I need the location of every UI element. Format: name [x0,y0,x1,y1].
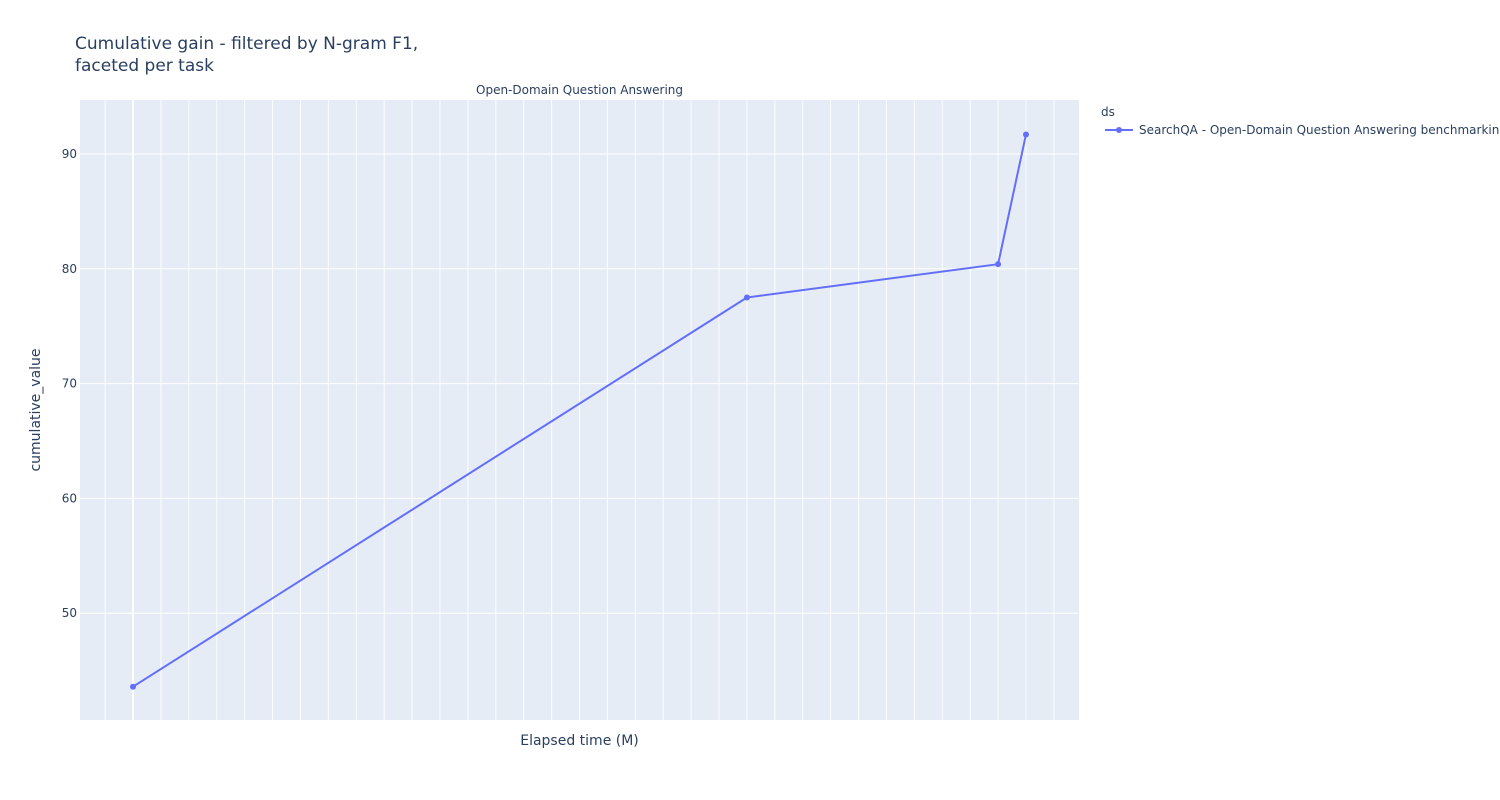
y-axis-ticks: 50 60 70 80 90 [62,147,77,620]
legend-title: ds [1101,105,1115,119]
data-point[interactable] [995,261,1002,268]
legend-series-marker-icon[interactable] [1116,127,1122,133]
data-point[interactable] [743,294,750,301]
chart-title: Cumulative gain - filtered by N-gram F1,… [75,33,418,77]
y-tick-label: 60 [62,491,77,505]
y-tick-label: 90 [62,147,77,161]
legend-series-label[interactable]: SearchQA - Open-Domain Question Answerin… [1139,123,1500,137]
series-line[interactable] [132,134,1027,688]
y-tick-label: 70 [62,377,77,391]
y-axis-title: cumulative_value [28,348,44,471]
data-point[interactable] [1022,131,1029,138]
facet-title: Open-Domain Question Answering [476,83,683,97]
x-axis-title: Elapsed time (M) [520,733,639,749]
gridlines [80,100,1079,720]
legend: ds SearchQA - Open-Domain Question Answe… [1101,105,1500,137]
chart-title-line-1: Cumulative gain - filtered by N-gram F1, [75,34,419,54]
series-layer [130,131,1029,690]
y-tick-label: 80 [62,262,77,276]
chart-title-line-2: faceted per task [75,56,214,76]
data-point[interactable] [130,683,137,690]
y-tick-label: 50 [62,606,77,620]
